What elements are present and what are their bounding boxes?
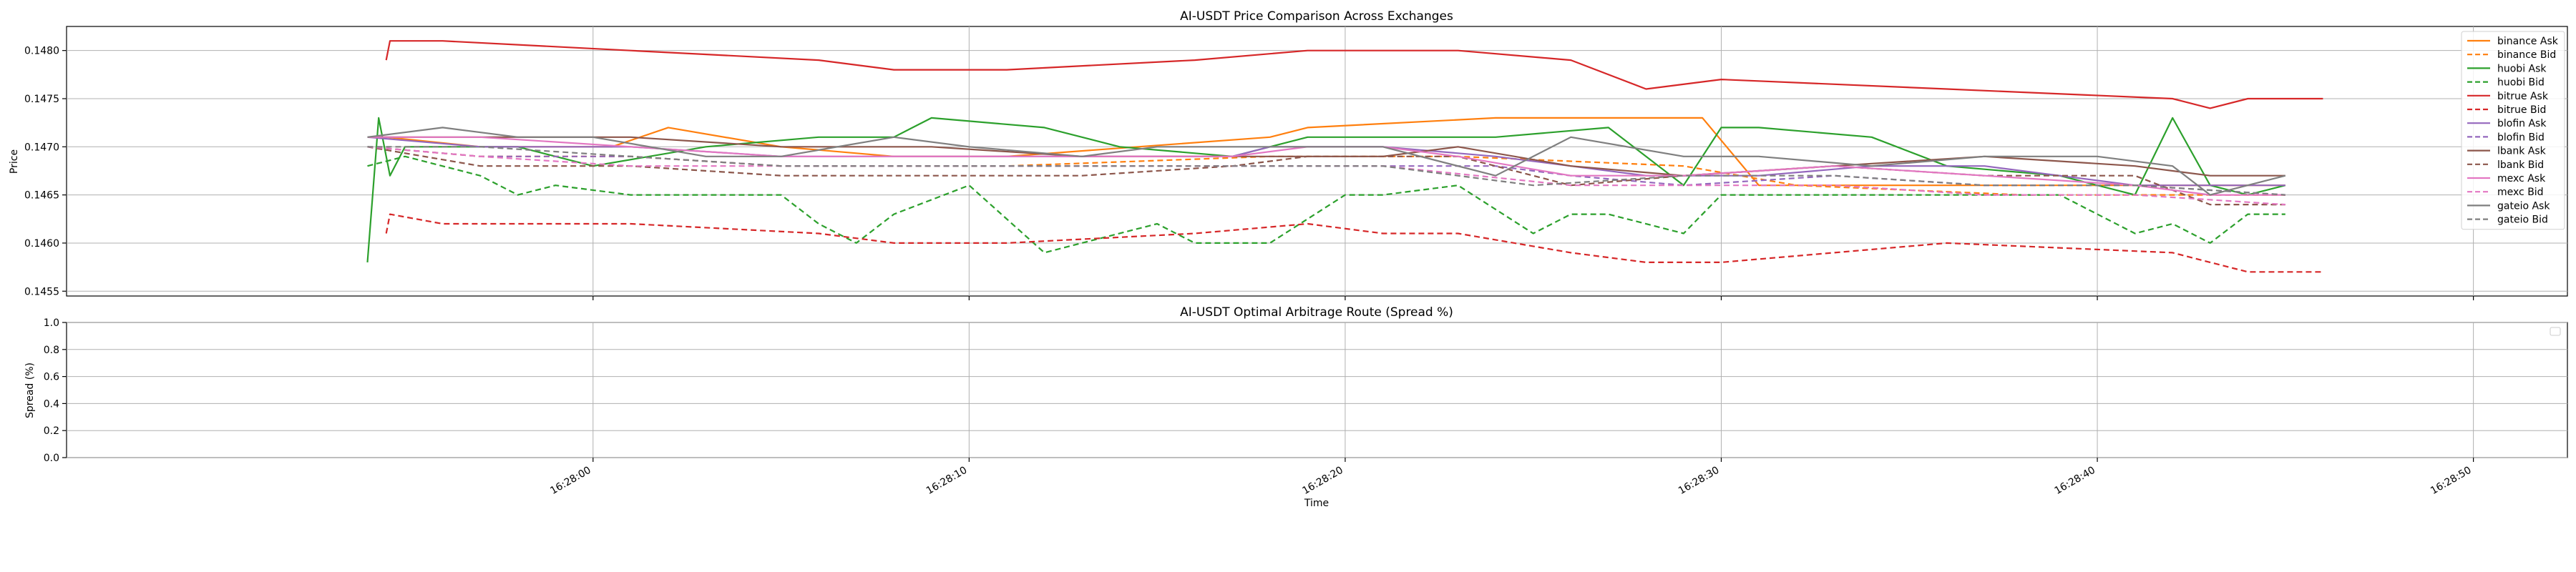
legend-label: lbank Bid xyxy=(2497,159,2544,171)
price-y-tick-label: 0.1460 xyxy=(24,238,59,250)
price-y-tick-label: 0.1470 xyxy=(24,142,59,153)
price-x-tick-marks xyxy=(592,296,2474,300)
spread-y-tick-label: 0.0 xyxy=(44,453,59,464)
spread-y-tick-label: 0.6 xyxy=(44,372,59,383)
spread-y-axis-label: Spread (%) xyxy=(24,363,36,418)
series-line-huobi-bid xyxy=(367,155,2285,254)
legend-label: huobi Ask xyxy=(2497,63,2547,74)
legend-label: blofin Ask xyxy=(2497,118,2547,129)
price-plot-frame xyxy=(66,26,2568,297)
price-chart-axes: 0.1455 0.1460 0.1465 0.1470 0.1475 0.1480 AI-… xyxy=(9,9,2568,300)
price-y-tick-label: 0.1475 xyxy=(24,94,59,105)
spread-y-tick-label: 0.8 xyxy=(44,345,59,356)
legend-label: huobi Bid xyxy=(2497,77,2545,89)
price-series-lines xyxy=(366,40,2323,273)
legend-label: bitrue Bid xyxy=(2497,104,2546,116)
legend-label: lbank Ask xyxy=(2497,146,2547,157)
legend-label: binance Ask xyxy=(2497,36,2559,47)
series-line-gateio-ask xyxy=(367,127,2286,196)
legend-label: blofin Bid xyxy=(2497,132,2545,143)
legend-label: binance Bid xyxy=(2497,49,2556,61)
spread-chart-title: AI-USDT Optimal Arbitrage Route (Spread … xyxy=(1180,305,1453,320)
spread-x-axis-label: Time xyxy=(1304,498,1329,509)
legend-box xyxy=(2461,31,2565,230)
spread-y-tick-label: 0.4 xyxy=(44,398,59,410)
legend-label: bitrue Ask xyxy=(2497,91,2549,102)
price-y-ticks: 0.1455 0.1460 0.1465 0.1470 0.1475 0.1480 xyxy=(24,46,67,297)
spread-empty-legend-box xyxy=(2550,327,2561,336)
legend-label: gateio Ask xyxy=(2497,200,2550,212)
series-line-lbank-bid xyxy=(367,146,2285,206)
legend-label: mexc Bid xyxy=(2497,187,2544,198)
legend-label: gateio Bid xyxy=(2497,214,2548,226)
price-y-tick-label: 0.1455 xyxy=(24,286,59,297)
spread-y-ticks: 0.0 0.2 0.4 0.6 0.8 1.0 xyxy=(44,317,67,464)
price-legend: binance Ask binance Bid huobi Ask huobi Bid… xyxy=(2461,31,2565,230)
price-chart-title: AI-USDT Price Comparison Across Exchange… xyxy=(1180,9,1453,24)
spread-plot-frame xyxy=(66,322,2568,458)
price-y-axis-label: Price xyxy=(9,149,20,174)
series-line-gateio-bid xyxy=(367,146,2285,196)
spread-y-tick-label: 0.2 xyxy=(44,425,59,437)
legend-label: mexc Ask xyxy=(2497,173,2546,184)
series-line-bitrue-ask xyxy=(385,40,2323,109)
price-y-tick-label: 0.1465 xyxy=(24,190,59,202)
price-y-tick-label: 0.1480 xyxy=(24,46,59,57)
series-line-bitrue-bid xyxy=(385,213,2323,273)
spread-grid xyxy=(67,322,2567,458)
spread-y-tick-label: 1.0 xyxy=(44,317,59,329)
